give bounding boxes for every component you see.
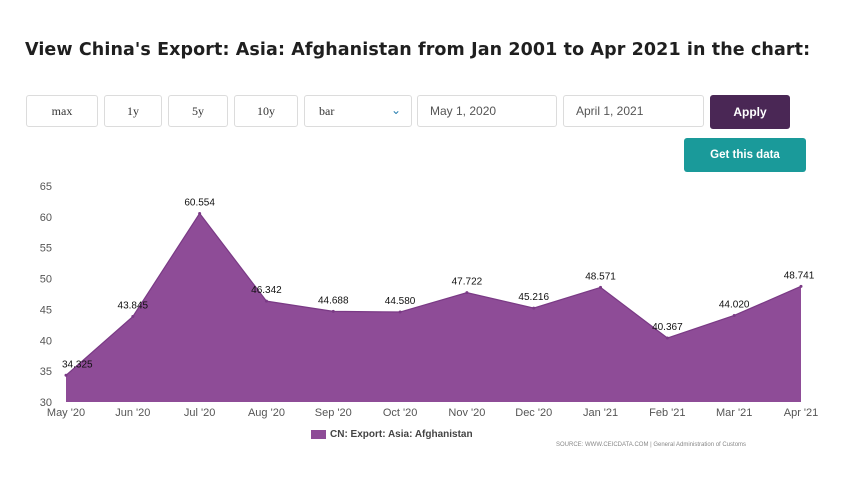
series-line	[65, 212, 802, 376]
series-area	[64, 211, 803, 402]
x-tick-label: Dec '20	[515, 407, 552, 419]
start-date-input[interactable]: May 1, 2020	[417, 95, 557, 127]
x-tick-label: Aug '20	[248, 407, 285, 419]
range-10y-button[interactable]: 10y	[234, 95, 298, 127]
range-max-button[interactable]: max	[26, 95, 98, 127]
data-label: 34.325	[62, 359, 93, 370]
y-tick-label: 40	[40, 335, 52, 347]
y-tick-label: 35	[40, 366, 52, 378]
y-tick-label: 65	[40, 181, 52, 193]
data-point[interactable]	[264, 299, 268, 303]
chart-type-select[interactable]: bar ⌄	[304, 95, 412, 127]
x-tick-label: Mar '21	[716, 407, 752, 419]
data-label: 46.342	[251, 285, 282, 296]
data-label: 44.688	[318, 295, 349, 306]
get-this-data-button[interactable]: Get this data	[684, 138, 806, 172]
apply-button[interactable]: Apply	[710, 95, 790, 129]
data-point[interactable]	[665, 336, 669, 340]
y-tick-label: 30	[40, 397, 52, 409]
x-tick-label: Nov '20	[448, 407, 485, 419]
x-tick-label: Jul '20	[184, 407, 215, 419]
x-tick-label: Oct '20	[383, 407, 418, 419]
data-label: 47.722	[452, 277, 483, 288]
chart-type-value: bar	[319, 103, 335, 118]
x-tick-label: May '20	[47, 407, 85, 419]
y-tick-label: 45	[40, 304, 52, 316]
data-label: 43.845	[118, 301, 149, 312]
range-1y-button[interactable]: 1y	[104, 95, 162, 127]
data-point[interactable]	[64, 373, 68, 377]
legend-swatch	[311, 430, 326, 439]
data-point[interactable]	[732, 313, 736, 317]
chevron-down-icon: ⌄	[390, 103, 401, 117]
y-tick-label: 50	[40, 274, 52, 286]
data-point[interactable]	[599, 285, 603, 289]
range-5y-button[interactable]: 5y	[168, 95, 228, 127]
y-tick-label: 55	[40, 243, 52, 255]
data-label: 44.020	[719, 299, 750, 310]
data-point[interactable]	[532, 306, 536, 310]
data-point[interactable]	[331, 309, 335, 313]
y-axis: 30 35 40 45 50 55 60 65	[40, 181, 52, 409]
legend[interactable]: CN: Export: Asia: Afghanistan	[311, 429, 473, 440]
data-point[interactable]	[398, 310, 402, 314]
data-point[interactable]	[131, 315, 135, 319]
x-tick-label: Feb '21	[649, 407, 685, 419]
data-label: 44.580	[385, 296, 416, 307]
x-tick-label: Jan '21	[583, 407, 618, 419]
data-label: 60.554	[184, 197, 215, 208]
legend-label: CN: Export: Asia: Afghanistan	[330, 429, 473, 440]
data-point[interactable]	[799, 284, 803, 288]
x-axis: May '20 Jun '20 Jul '20 Aug '20 Sep '20 Oct '…	[47, 407, 818, 419]
x-tick-label: Apr '21	[784, 407, 819, 419]
y-tick-label: 60	[40, 212, 52, 224]
series-area-fill	[66, 213, 801, 402]
data-label: 45.216	[518, 292, 549, 303]
x-tick-label: Sep '20	[315, 407, 352, 419]
data-label: 40.367	[652, 322, 683, 333]
data-label: 48.571	[585, 271, 616, 282]
page-title: View China's Export: Asia: Afghanistan f…	[25, 40, 811, 60]
data-point[interactable]	[198, 211, 202, 215]
data-label: 48.741	[784, 270, 815, 281]
end-date-input[interactable]: April 1, 2021	[563, 95, 704, 127]
source-note: SOURCE: WWW.CEICDATA.COM | General Admin…	[556, 442, 747, 448]
x-tick-label: Jun '20	[115, 407, 150, 419]
data-labels: 34.325 43.845 60.554 46.342 44.688 44.580 47.7…	[62, 197, 815, 370]
data-point[interactable]	[465, 291, 469, 295]
